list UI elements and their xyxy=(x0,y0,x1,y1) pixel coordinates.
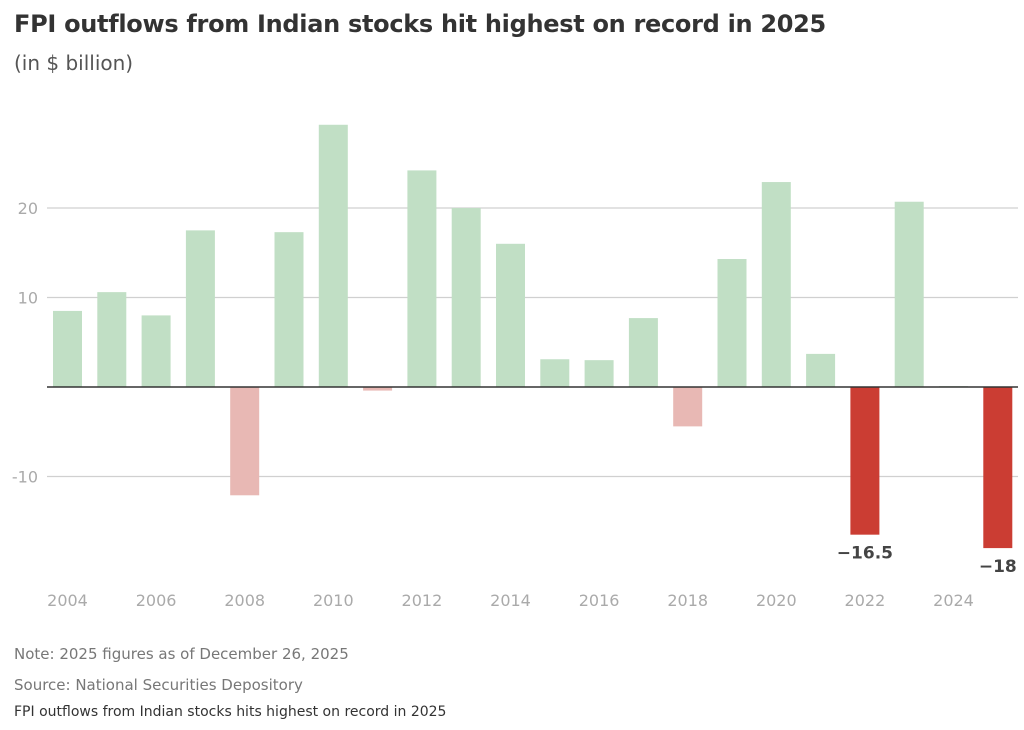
x-tick-label: 2020 xyxy=(756,591,797,610)
x-tick-label: 2014 xyxy=(490,591,531,610)
x-tick-label: 2018 xyxy=(667,591,708,610)
bar-2006 xyxy=(141,315,171,387)
chart-note: Note: 2025 figures as of December 26, 20… xyxy=(14,645,349,663)
bar-2021 xyxy=(806,353,836,387)
bar-2009 xyxy=(274,232,304,387)
data-labels: −16.5 −18 xyxy=(837,544,1017,577)
x-tick-label: 2008 xyxy=(224,591,265,610)
x-tick-label: 2022 xyxy=(845,591,886,610)
bar-2004 xyxy=(53,310,82,387)
bar-2013 xyxy=(451,208,481,387)
chart-title: FPI outflows from Indian stocks hit high… xyxy=(14,10,826,38)
chart-caption: FPI outflows from Indian stocks hits hig… xyxy=(14,704,447,720)
data-label-2022: −16.5 xyxy=(837,544,893,564)
bar-2020 xyxy=(761,182,791,387)
bar-2015 xyxy=(540,359,570,387)
bar-2025 xyxy=(983,387,1013,549)
y-tick-label: 20 xyxy=(18,199,38,218)
x-tick-label: 2004 xyxy=(47,591,88,610)
chart-subtitle: (in $ billion) xyxy=(14,51,134,75)
x-tick-label: 2006 xyxy=(136,591,177,610)
bar-2023 xyxy=(894,201,924,387)
x-tick-label: 2010 xyxy=(313,591,354,610)
bar-2007 xyxy=(185,230,215,387)
y-tick-label: -10 xyxy=(12,468,38,487)
chart-source: Source: National Securities Depository xyxy=(14,676,303,694)
data-label-2025: −18 xyxy=(979,557,1017,577)
bar-2010 xyxy=(318,124,348,387)
bar-2014 xyxy=(496,243,525,387)
y-tick-label: 10 xyxy=(18,289,38,308)
x-tick-label: 2012 xyxy=(402,591,443,610)
bar-2012 xyxy=(407,170,437,387)
bar-2016 xyxy=(584,360,614,387)
bar-2005 xyxy=(97,292,127,387)
bar-2022 xyxy=(850,387,880,535)
bar-2017 xyxy=(628,318,658,387)
x-tick-label: 2024 xyxy=(933,591,974,610)
bars xyxy=(53,124,1013,549)
bar-2019 xyxy=(717,259,747,387)
x-tick-label: 2016 xyxy=(579,591,620,610)
x-axis-ticks: 2004 2006 2008 2010 2012 2014 2016 2018 2020 2022… xyxy=(47,591,974,610)
bar-2008 xyxy=(230,387,260,496)
bar-2011 xyxy=(363,387,393,391)
bar-chart: 2010-10 −16.5−18 2004 2006 2008 2010 2012 201… xyxy=(12,124,1018,610)
bar-2018 xyxy=(673,387,703,427)
